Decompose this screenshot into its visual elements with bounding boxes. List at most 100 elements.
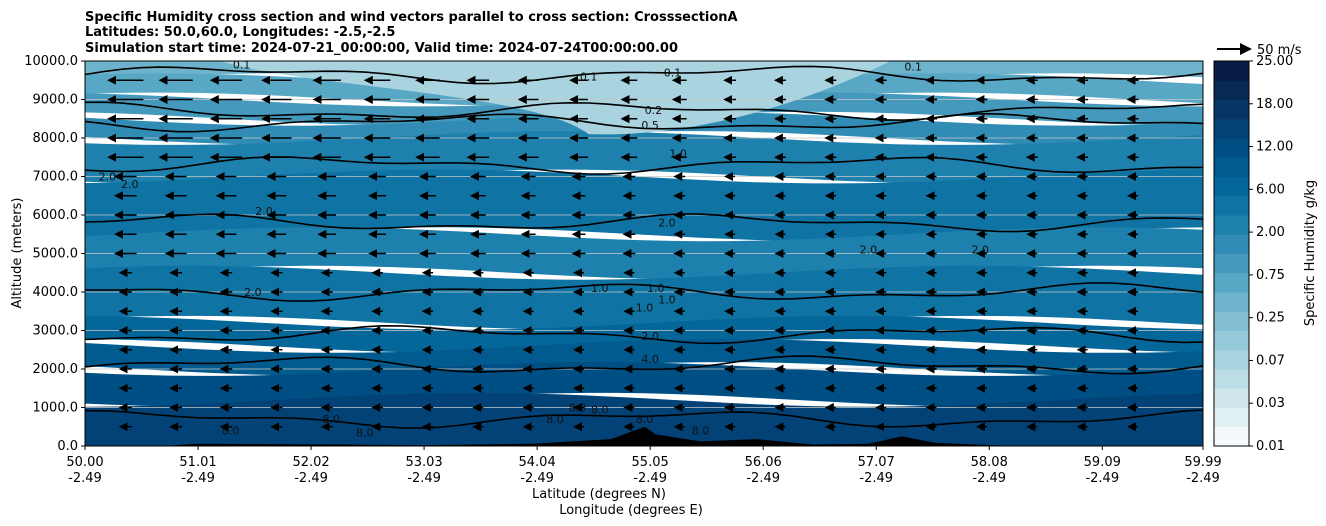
contour-label: 1.0 bbox=[658, 294, 676, 307]
x-tick-label-lon: -2.49 bbox=[407, 471, 441, 486]
y-tick-label: 5000.0 bbox=[33, 247, 79, 262]
x-tick-label-lon: -2.49 bbox=[181, 471, 215, 486]
contour-label: 0.2 bbox=[645, 104, 663, 117]
contour-line bbox=[85, 65, 1203, 85]
contour-label: 4.0 bbox=[641, 353, 659, 366]
contour-label: 1.0 bbox=[647, 282, 665, 295]
contour-label: 2.0 bbox=[860, 244, 878, 257]
wind-vectors bbox=[107, 75, 1139, 432]
y-tick-label: 3000.0 bbox=[33, 324, 79, 339]
colorbar-swatch bbox=[1214, 80, 1249, 100]
y-tick-label: 9000.0 bbox=[33, 93, 79, 108]
x-tick-label-lat: 51.01 bbox=[179, 455, 216, 470]
terrain-silhouette bbox=[163, 426, 1014, 446]
contour-line bbox=[85, 282, 1203, 302]
contour-line bbox=[85, 355, 1203, 375]
x-tick-label-lat: 55.05 bbox=[632, 455, 669, 470]
x-tick-label-lat: 52.02 bbox=[292, 455, 329, 470]
contour-label: 2.0 bbox=[255, 205, 273, 218]
colorbar-swatch bbox=[1214, 157, 1249, 177]
humidity-band bbox=[85, 169, 1203, 242]
contour-line bbox=[85, 112, 1203, 133]
x-tick-label-lon: -2.49 bbox=[633, 471, 667, 486]
contour-line bbox=[85, 409, 1203, 429]
x-tick-label-lon: -2.49 bbox=[68, 471, 102, 486]
y-tick-label: 10000.0 bbox=[24, 54, 78, 69]
contour-label: 8.0 bbox=[356, 426, 374, 439]
colorbar-swatch bbox=[1214, 388, 1249, 408]
terrain-shape bbox=[163, 426, 1014, 446]
humidity-band bbox=[85, 131, 1203, 184]
x-tick-label-lon: -2.49 bbox=[294, 471, 328, 486]
colorbar-label: Specific Humidity g/kg bbox=[1303, 180, 1318, 326]
colorbar-tick-label: 0.01 bbox=[1256, 439, 1285, 454]
colorbar-tick-label: 6.00 bbox=[1256, 182, 1285, 197]
x-axis-label-longitude: Longitude (degrees E) bbox=[559, 503, 703, 518]
title-line-3: Simulation start time: 2024-07-21_00:00:… bbox=[85, 41, 678, 56]
x-tick-label-lat: 53.03 bbox=[405, 455, 442, 470]
y-tick-label: 4000.0 bbox=[33, 285, 79, 300]
reference-arrow-label: 50 m/s bbox=[1257, 43, 1302, 58]
colorbar-tick-label: 0.03 bbox=[1256, 396, 1285, 411]
colorbar-tick-label: 0.75 bbox=[1256, 268, 1285, 283]
contour-label: 8.0 bbox=[322, 413, 340, 426]
x-tick-label-lat: 59.09 bbox=[1084, 455, 1121, 470]
x-tick-label-lat: 58.08 bbox=[971, 455, 1008, 470]
contour-label: 2.0 bbox=[121, 178, 139, 191]
contour-label: 8.0 bbox=[546, 413, 564, 426]
colorbar-tick-label: 0.25 bbox=[1256, 311, 1285, 326]
contour-label: 2.0 bbox=[972, 244, 990, 257]
y-tick-label: 0.0 bbox=[57, 439, 78, 454]
x-axis-label-latitude: Latitude (degrees N) bbox=[532, 487, 666, 502]
plot-area: 0.1 0.1 0.1 0.1 0.2 0.5 1.0 2.0 2.0 2.0 2.0 2.0 2.0 2… bbox=[85, 61, 1203, 446]
colorbar-swatch bbox=[1214, 369, 1249, 389]
colorbar-tick-label: 2.00 bbox=[1256, 225, 1285, 240]
colorbar-swatch bbox=[1214, 407, 1249, 428]
y-axis: 0.0 1000.0 2000.0 3000.0 4000.0 5000.0 6000.0 7… bbox=[24, 54, 85, 454]
x-tick-label-lat: 57.07 bbox=[858, 455, 895, 470]
colorbar-swatch bbox=[1214, 311, 1249, 331]
title-line-1: Specific Humidity cross section and wind… bbox=[85, 10, 738, 25]
contour-line bbox=[85, 324, 1203, 345]
contour-label: 0.5 bbox=[641, 119, 659, 132]
colorbar-swatch bbox=[1214, 118, 1249, 139]
colorbar-tick-label: 18.00 bbox=[1256, 97, 1293, 112]
colorbar-swatch bbox=[1214, 234, 1249, 254]
contour-label: 2.0 bbox=[244, 286, 262, 299]
y-tick-label: 2000.0 bbox=[33, 362, 79, 377]
y-tick-label: 1000.0 bbox=[33, 401, 79, 416]
humidity-band bbox=[85, 315, 1203, 353]
contour-label: 1.0 bbox=[669, 147, 687, 160]
contour-label: 1.0 bbox=[636, 301, 654, 314]
contour-label: 8.0 bbox=[692, 424, 710, 437]
contour-line bbox=[85, 101, 1203, 121]
y-tick-label: 6000.0 bbox=[33, 208, 79, 223]
colorbar-swatch bbox=[1214, 292, 1249, 312]
x-axis: 50.00-2.4951.01-2.4952.02-2.4953.03-2.49… bbox=[66, 446, 1222, 486]
colorbar-frame bbox=[1213, 60, 1250, 447]
chart-title: Specific Humidity cross section and wind… bbox=[85, 10, 738, 56]
colorbar-swatch bbox=[1214, 61, 1249, 81]
colorbar-swatch bbox=[1214, 99, 1249, 120]
contour-label: 8.0 bbox=[591, 403, 609, 416]
contour-label: 0.1 bbox=[904, 61, 922, 74]
x-tick-label-lat: 59.99 bbox=[1184, 455, 1221, 470]
dry-air-tongue bbox=[219, 61, 891, 135]
colorbar-swatch bbox=[1214, 215, 1249, 235]
contour-label: 0.1 bbox=[664, 66, 682, 79]
x-tick-label-lon: -2.49 bbox=[1186, 471, 1220, 486]
contour-label: 1.0 bbox=[591, 282, 609, 295]
colorbar-tick-label: 12.00 bbox=[1256, 140, 1293, 155]
x-tick-label-lon: -2.49 bbox=[972, 471, 1006, 486]
colorbar-swatch bbox=[1214, 253, 1249, 274]
x-tick-label-lon: -2.49 bbox=[859, 471, 893, 486]
contour-label: 2.0 bbox=[99, 170, 117, 183]
wind-reference-key: 50 m/s bbox=[1217, 43, 1302, 58]
colorbar-swatch bbox=[1214, 330, 1249, 351]
colorbar-swatch bbox=[1214, 426, 1249, 447]
x-tick-label-lon: -2.49 bbox=[520, 471, 554, 486]
contour-label: 2.0 bbox=[658, 217, 676, 230]
colorbar-swatch bbox=[1214, 176, 1249, 197]
y-tick-label: 8000.0 bbox=[33, 131, 79, 146]
